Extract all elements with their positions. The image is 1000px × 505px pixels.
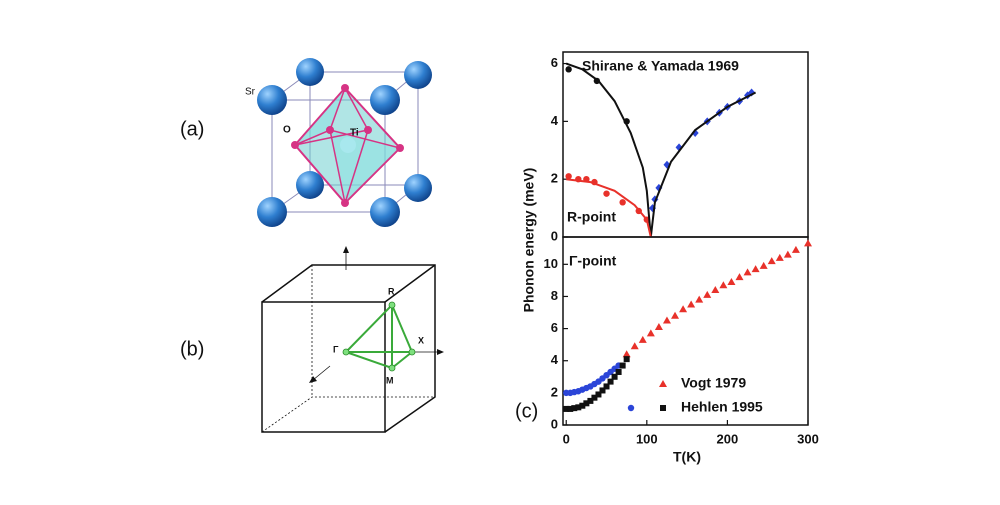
y-axis-label: Phonon energy (meV) <box>521 168 537 313</box>
data-point <box>563 405 570 412</box>
fit-line <box>649 91 757 238</box>
data-point <box>791 245 800 253</box>
data-point <box>607 378 614 385</box>
y-tick-label: 4 <box>551 113 559 128</box>
point-label: Γ <box>333 344 339 354</box>
data-point <box>611 373 618 380</box>
data-point <box>587 397 594 404</box>
data-point <box>630 342 639 350</box>
data-point <box>638 335 647 343</box>
fit-line <box>566 178 652 238</box>
y-tick-label: 4 <box>551 352 559 367</box>
legend-marker <box>660 405 666 411</box>
y-tick-label: 2 <box>551 171 558 186</box>
data-point <box>775 253 784 261</box>
atom-label: Ti <box>350 128 359 139</box>
data-point <box>695 295 704 303</box>
data-point <box>703 290 712 298</box>
chart-annotation: Γ-point <box>569 253 617 269</box>
data-point <box>591 394 598 401</box>
data-point <box>727 277 736 285</box>
panel-label: (c) <box>515 400 538 422</box>
data-point <box>804 239 812 247</box>
data-point <box>583 400 590 407</box>
data-point <box>603 383 610 390</box>
legend-marker <box>659 380 667 387</box>
x-tick-label: 0 <box>563 431 570 446</box>
data-point <box>662 316 671 324</box>
data-point <box>603 190 610 197</box>
data-point <box>579 402 586 409</box>
data-point <box>599 387 606 394</box>
plot-frame <box>562 236 809 426</box>
data-point <box>735 273 744 281</box>
data-point <box>619 199 626 206</box>
brillouin-zone-diagram <box>261 246 444 433</box>
crystal-diagram: Sr O Ti <box>245 58 432 227</box>
y-tick-label: 2 <box>551 384 558 399</box>
data-point <box>671 311 680 319</box>
atom-label: O <box>283 125 291 136</box>
point-label: M <box>386 375 394 385</box>
data-point <box>751 265 760 273</box>
data-point <box>565 173 572 180</box>
data-point <box>622 350 631 358</box>
data-point <box>646 329 655 337</box>
legend-marker <box>627 404 635 412</box>
data-point <box>711 286 720 294</box>
data-point <box>767 257 776 265</box>
data-point <box>743 268 752 276</box>
data-point <box>615 368 622 375</box>
x-tick-label: 300 <box>797 431 819 446</box>
data-point <box>595 391 602 398</box>
data-point <box>654 322 663 330</box>
data-point <box>575 404 582 411</box>
data-point <box>567 405 574 412</box>
fit-line <box>565 62 652 238</box>
data-point <box>759 261 768 269</box>
chart-annotation: R-point <box>567 209 616 225</box>
legend-label: Hehlen 1995 <box>681 399 763 415</box>
data-point <box>783 250 792 258</box>
legend-label: Vogt 1979 <box>681 375 746 391</box>
y-tick-label: 0 <box>551 228 558 243</box>
panel-label: (b) <box>180 338 204 360</box>
data-point <box>623 356 630 363</box>
y-tick-label: 8 <box>551 288 558 303</box>
x-axis-label: T(K) <box>673 449 701 465</box>
x-tick-label: 100 <box>636 431 658 446</box>
chart-annotation: Shirane & Yamada 1969 <box>582 58 739 74</box>
point-label: R <box>388 286 395 296</box>
point-label: X <box>418 335 424 345</box>
y-tick-label: 6 <box>551 55 558 70</box>
data-point <box>687 300 696 308</box>
y-tick-label: 10 <box>544 256 558 271</box>
data-point <box>719 281 728 289</box>
data-point <box>565 66 572 73</box>
y-tick-label: 0 <box>551 416 558 431</box>
data-point <box>571 405 578 412</box>
atom-label: Sr <box>245 87 256 98</box>
data-point <box>679 305 688 313</box>
panel-label: (a) <box>180 118 204 140</box>
y-tick-label: 6 <box>551 320 558 335</box>
x-tick-label: 200 <box>717 431 739 446</box>
data-point <box>619 362 626 369</box>
